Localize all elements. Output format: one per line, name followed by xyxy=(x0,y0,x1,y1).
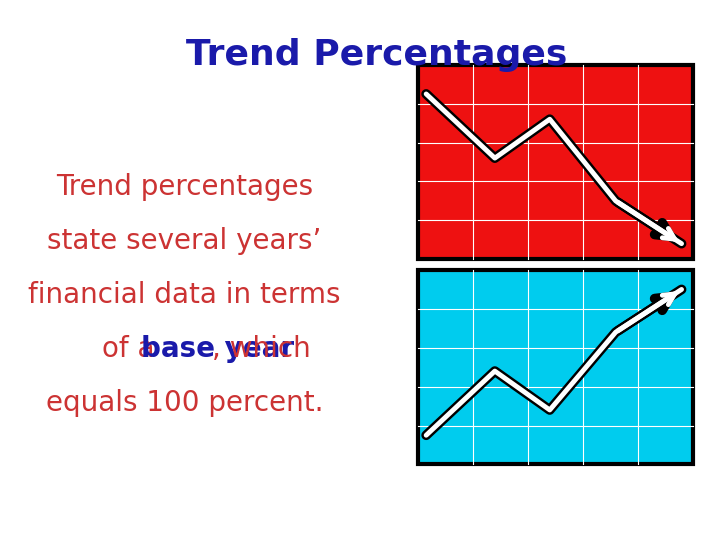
Text: Trend Percentages: Trend Percentages xyxy=(186,38,567,72)
Text: equals 100 percent.: equals 100 percent. xyxy=(46,389,323,417)
Text: state several years’: state several years’ xyxy=(48,227,322,255)
Text: financial data in terms: financial data in terms xyxy=(28,281,341,309)
Text: Trend percentages: Trend percentages xyxy=(56,173,313,201)
Text: base year: base year xyxy=(141,335,294,363)
Text: of a: of a xyxy=(102,335,163,363)
Text: , which: , which xyxy=(212,335,311,363)
Bar xyxy=(418,270,693,464)
Bar xyxy=(418,65,693,259)
